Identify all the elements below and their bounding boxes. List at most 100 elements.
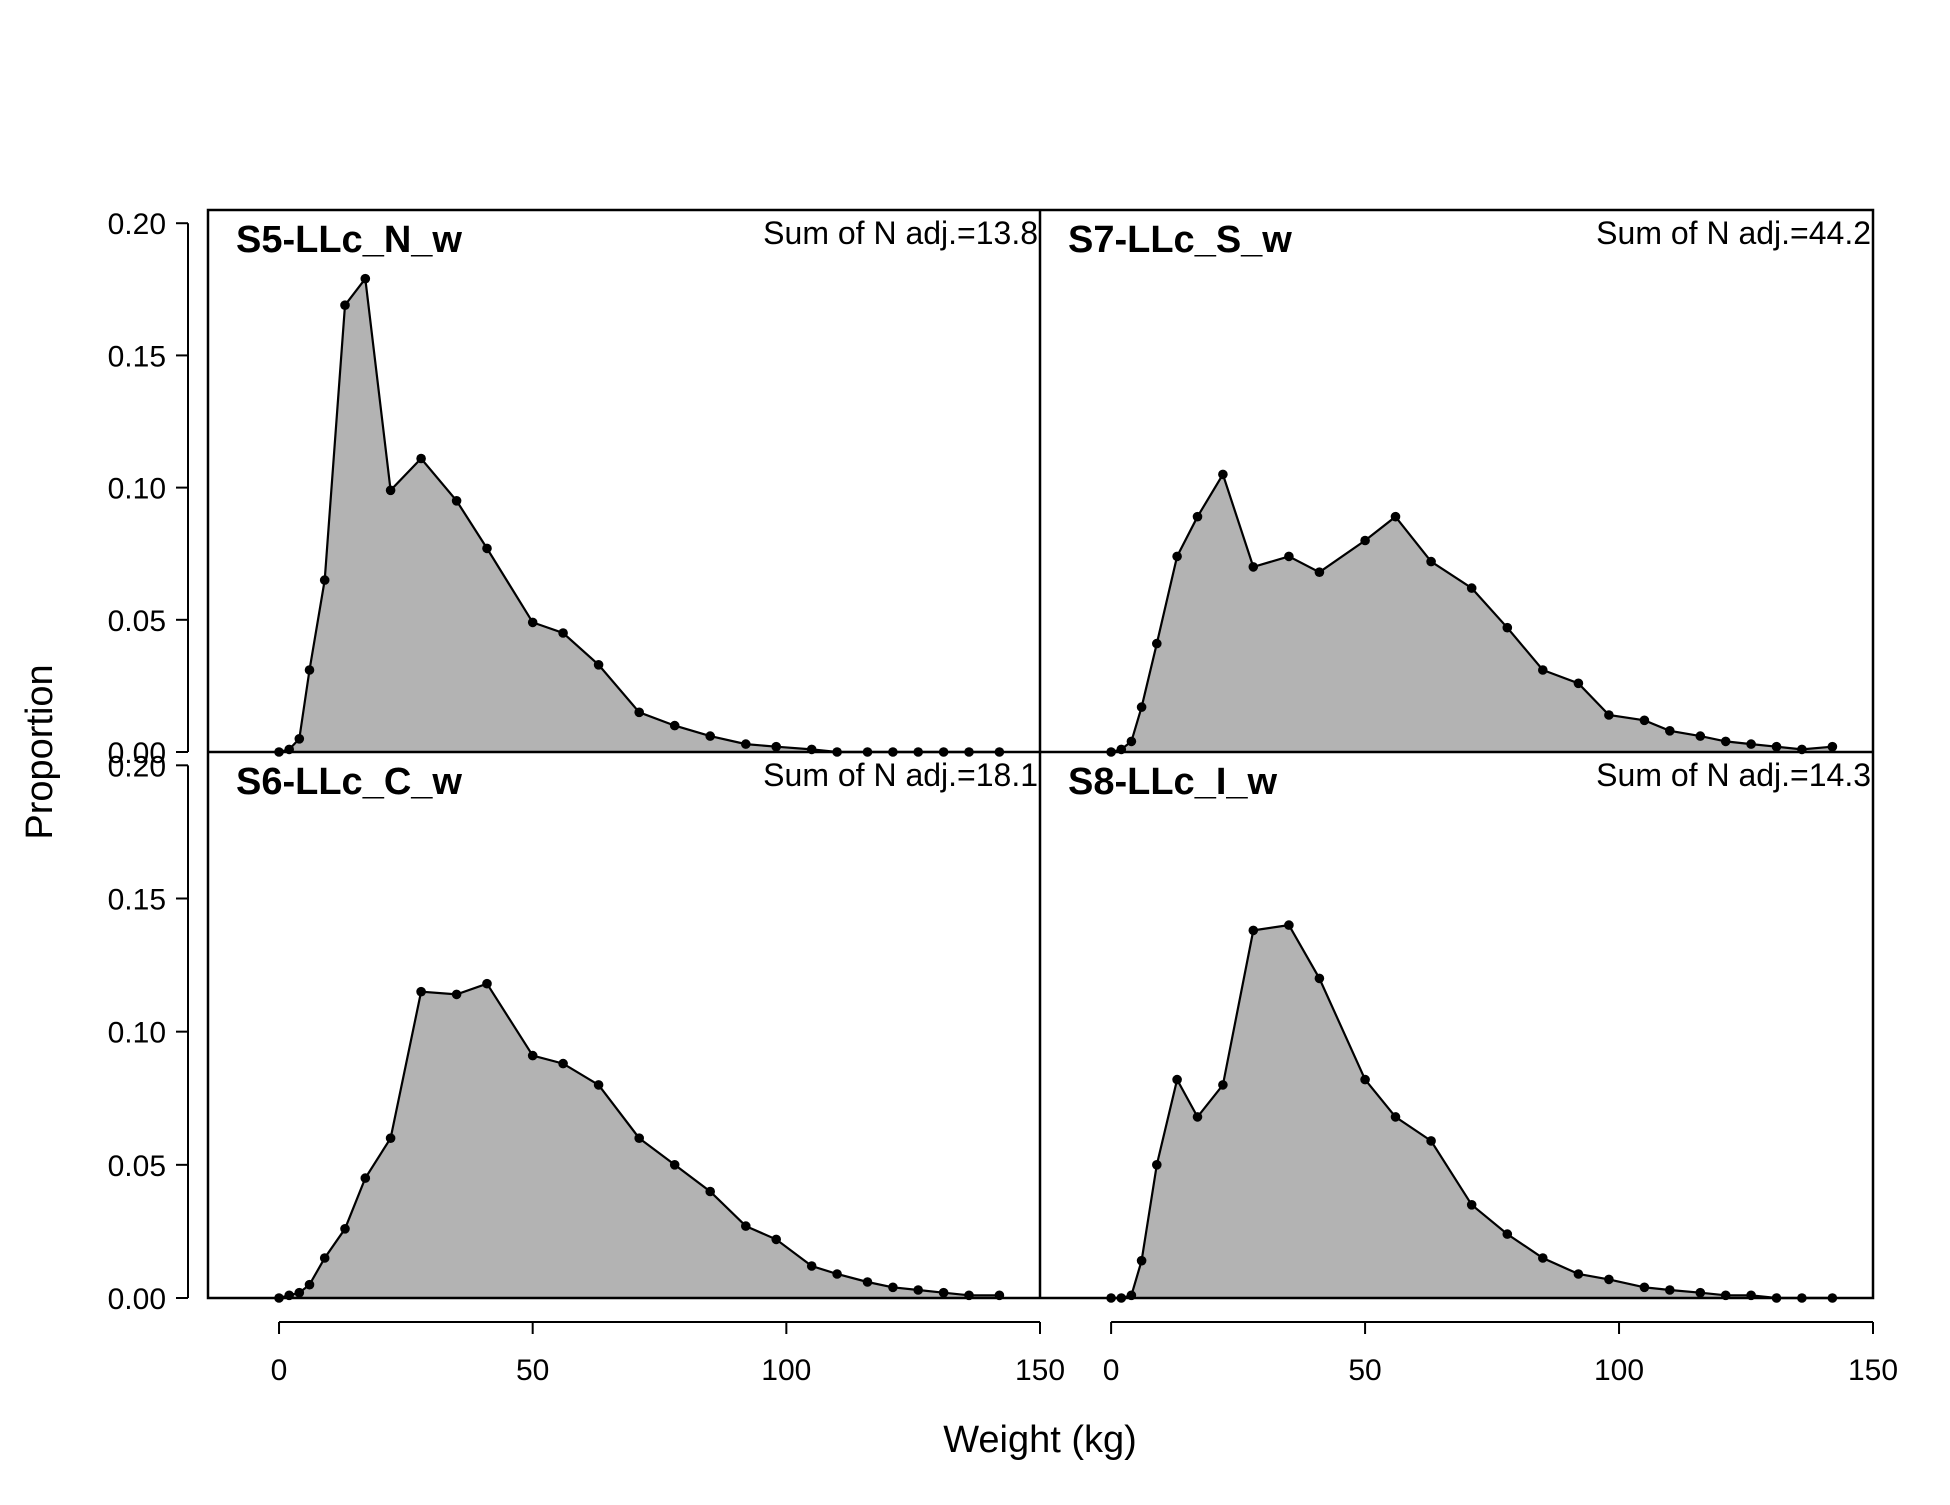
data-point (451, 989, 462, 1000)
data-point (938, 1287, 949, 1298)
data-point (888, 1282, 898, 1293)
data-point (1426, 1136, 1436, 1146)
data-point (1248, 925, 1259, 936)
x-tick-label: 50 (516, 1354, 549, 1387)
data-point (1152, 638, 1162, 649)
data-point (385, 1133, 396, 1143)
data-point (482, 978, 492, 989)
data-point (771, 741, 781, 752)
data-point (1172, 1074, 1182, 1085)
panel-title: S6-LLc_C_w (236, 761, 462, 803)
data-point (527, 617, 538, 628)
data-point (705, 1186, 715, 1197)
y-tick-label: 0.10 (108, 473, 166, 506)
data-point (527, 1050, 538, 1061)
data-point (862, 1277, 873, 1287)
data-point (340, 300, 350, 311)
data-point (741, 739, 751, 749)
data-point (1192, 511, 1203, 522)
data-point (1218, 469, 1228, 480)
data-point (1426, 556, 1436, 567)
y-tick-label: 0.10 (108, 1017, 166, 1050)
data-point (558, 1058, 568, 1069)
data-point (1466, 1200, 1477, 1210)
data-point (1390, 1112, 1401, 1122)
y-tick-label: 0.00 (108, 737, 166, 770)
data-point (1126, 736, 1137, 747)
panel-3: S6-LLc_C_w Sum of N adj.=18.1 (236, 757, 1038, 1303)
x-tick-label: 0 (1103, 1354, 1120, 1387)
data-point (741, 1221, 751, 1231)
data-point (1390, 511, 1401, 522)
data-point (593, 660, 604, 670)
data-point (1502, 622, 1513, 633)
data-point (1604, 1274, 1614, 1285)
x-tick-label: 100 (1594, 1354, 1644, 1387)
data-point (1136, 702, 1147, 712)
data-point (1284, 920, 1294, 930)
data-point (1604, 710, 1614, 720)
y-tick-label: 0.00 (108, 1283, 166, 1316)
data-point (1466, 583, 1477, 593)
data-point (1827, 741, 1838, 752)
data-point (634, 1133, 644, 1143)
panels-layer: S5-LLc_N_w Sum of N adj.=13.8 S7-LLc_S_w Su… (236, 215, 1871, 1303)
data-point (1360, 535, 1370, 546)
panel-2: S7-LLc_S_w Sum of N adj.=44.2 (1068, 215, 1871, 757)
data-point (319, 1253, 330, 1263)
data-point (669, 1160, 680, 1170)
data-point (669, 720, 680, 731)
y-tick-label: 0.20 (108, 750, 166, 783)
data-point (1573, 678, 1584, 689)
data-point (1639, 1282, 1650, 1293)
x-tick-label: 50 (1348, 1354, 1381, 1387)
data-point (1172, 551, 1182, 562)
y-tick-label: 0.15 (108, 340, 166, 373)
data-point (340, 1224, 350, 1234)
data-point (416, 453, 426, 464)
panel-note: Sum of N adj.=18.1 (763, 757, 1038, 793)
y-tick-label: 0.15 (108, 883, 166, 916)
data-point (1538, 665, 1548, 675)
y-axis-title: Proportion (19, 664, 61, 839)
data-point (360, 273, 371, 284)
panel-title: S8-LLc_I_w (1068, 761, 1278, 803)
series-area (279, 278, 1000, 752)
data-point (1314, 973, 1325, 984)
x-tick-label: 100 (761, 1354, 811, 1387)
y-tick-label: 0.05 (108, 1150, 166, 1183)
data-point (1573, 1269, 1584, 1279)
data-point (304, 1279, 315, 1290)
x-tick-label: 0 (271, 1354, 288, 1387)
data-point (451, 496, 462, 506)
data-point (1746, 739, 1756, 749)
data-point (1502, 1229, 1513, 1239)
data-point (1538, 1253, 1548, 1263)
data-point (1192, 1112, 1203, 1122)
data-point (385, 485, 396, 496)
data-point (416, 986, 426, 997)
data-point (1771, 741, 1782, 752)
axes-layer: 0.000.050.100.150.200.000.050.100.150.20… (108, 208, 1898, 1387)
data-point (1360, 1074, 1370, 1085)
panel-1: S5-LLc_N_w Sum of N adj.=13.8 (236, 215, 1038, 757)
data-point (294, 1287, 305, 1298)
y-tick-label: 0.20 (108, 208, 166, 241)
x-tick-label: 150 (1015, 1354, 1065, 1387)
data-point (1152, 1160, 1162, 1170)
panel-note: Sum of N adj.=44.2 (1596, 215, 1871, 251)
data-point (304, 665, 315, 675)
panel-note: Sum of N adj.=13.8 (763, 215, 1038, 251)
data-point (1284, 551, 1294, 562)
panel-title: S5-LLc_N_w (236, 219, 462, 261)
data-point (1314, 567, 1325, 577)
data-point (1665, 1285, 1675, 1295)
x-tick-label: 150 (1848, 1354, 1898, 1387)
y-tick-label: 0.05 (108, 605, 166, 638)
data-point (1639, 715, 1650, 726)
data-point (482, 543, 492, 554)
data-point (771, 1234, 781, 1245)
series-area (1111, 925, 1833, 1298)
data-point (1665, 726, 1675, 736)
panel-4: S8-LLc_I_w Sum of N adj.=14.3 (1068, 757, 1871, 1303)
